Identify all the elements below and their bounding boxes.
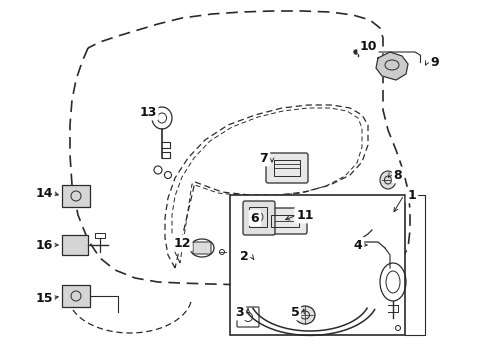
Text: 2: 2 [239,251,248,264]
Text: 11: 11 [296,208,313,221]
Text: 13: 13 [139,105,156,118]
Text: 6: 6 [250,212,259,225]
Text: 7: 7 [259,152,268,165]
FancyBboxPatch shape [243,201,274,235]
Text: 5: 5 [290,306,299,319]
Bar [62,235,88,255]
Text: 8: 8 [393,168,402,181]
Ellipse shape [294,306,314,324]
Bar [62,185,90,207]
Ellipse shape [353,50,357,54]
Text: 1: 1 [407,189,415,202]
FancyBboxPatch shape [193,242,210,254]
Bar [229,195,404,335]
Bar [273,160,299,176]
Bar [270,215,298,227]
FancyBboxPatch shape [265,153,307,183]
Text: 16: 16 [35,239,53,252]
Text: 4: 4 [353,239,362,252]
Ellipse shape [379,171,395,189]
Polygon shape [375,52,407,80]
Text: 14: 14 [35,186,53,199]
Text: 12: 12 [173,237,190,249]
Bar [248,207,266,227]
Bar [62,285,90,307]
Text: 9: 9 [430,55,438,68]
Text: 15: 15 [35,292,53,305]
FancyBboxPatch shape [263,208,306,234]
Text: 3: 3 [235,306,244,319]
Text: 10: 10 [359,40,376,53]
